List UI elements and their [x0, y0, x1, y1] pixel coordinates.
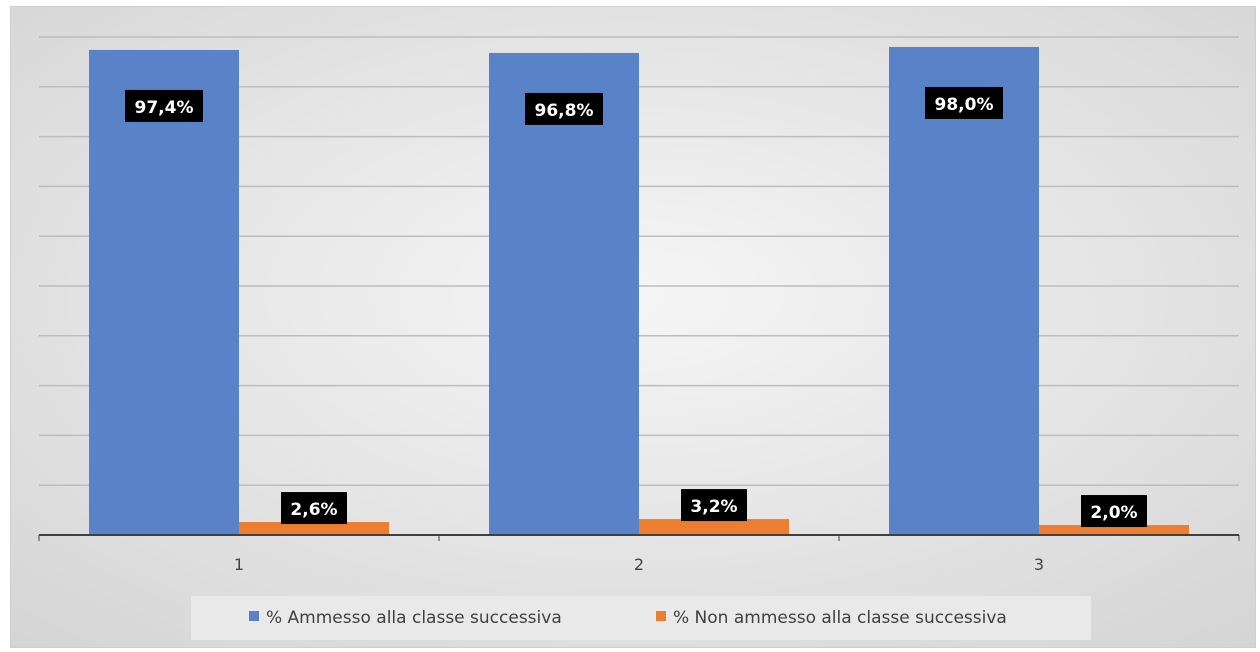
legend-swatch-non-ammesso [656, 611, 666, 621]
bar-s1-c1 [639, 519, 789, 535]
legend-label-non-ammesso: % Non ammesso alla classe successiva [673, 608, 1007, 628]
data-label-box [525, 92, 603, 125]
data-label-box [125, 89, 203, 122]
bars [89, 46, 1189, 536]
x-tick-label: 3 [1034, 555, 1044, 574]
x-tick-label: 2 [634, 555, 644, 574]
data-label: 97,4% [135, 98, 194, 118]
legend: % Ammesso alla classe successiva % Non a… [191, 596, 1091, 640]
x-axis-ticks: 1 2 3 [38, 535, 1240, 574]
data-label: 98,0% [935, 95, 994, 115]
chart-frame: 1 2 3 97,4% 2,6% 96,8% 3,2% 98,0% 2,0% % Ammess… [10, 6, 1256, 648]
bar-s0-c2 [889, 46, 1039, 536]
data-labels: 97,4% 2,6% 96,8% 3,2% 98,0% 2,0% [125, 86, 1147, 528]
legend-swatch-ammesso [249, 611, 259, 621]
data-label-box [281, 492, 347, 525]
x-tick-label: 1 [234, 555, 244, 574]
legend-box [191, 596, 1091, 640]
data-label-box [1081, 495, 1147, 528]
legend-label-ammesso: % Ammesso alla classe successiva [266, 608, 562, 628]
bar-s0-c1 [489, 52, 639, 535]
data-label: 2,0% [1090, 503, 1137, 523]
data-label-box [681, 489, 747, 522]
data-label: 3,2% [690, 497, 737, 517]
bar-s1-c0 [239, 522, 389, 535]
bar-s0-c0 [89, 49, 239, 535]
data-label: 2,6% [290, 500, 337, 520]
data-label-box [925, 86, 1003, 119]
bar-s1-c2 [1039, 525, 1189, 535]
data-label: 96,8% [535, 101, 594, 121]
bar-chart: 1 2 3 97,4% 2,6% 96,8% 3,2% 98,0% 2,0% % Ammess… [11, 7, 1255, 647]
